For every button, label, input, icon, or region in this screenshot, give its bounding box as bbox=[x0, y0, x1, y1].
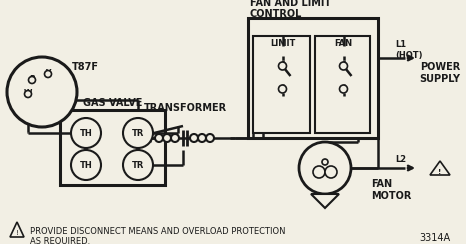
Circle shape bbox=[44, 71, 52, 78]
Text: 3314A: 3314A bbox=[419, 233, 450, 243]
Circle shape bbox=[340, 85, 348, 93]
Circle shape bbox=[25, 91, 32, 98]
Text: TRANSFORMER: TRANSFORMER bbox=[144, 103, 226, 113]
Text: TR: TR bbox=[132, 129, 144, 138]
Circle shape bbox=[71, 118, 101, 148]
Circle shape bbox=[7, 57, 77, 127]
Text: R: R bbox=[29, 75, 35, 84]
Text: POWER
SUPPLY: POWER SUPPLY bbox=[419, 62, 460, 84]
Text: PROVIDE DISCONNECT MEANS AND OVERLOAD PROTECTION
AS REQUIRED.: PROVIDE DISCONNECT MEANS AND OVERLOAD PR… bbox=[30, 227, 286, 244]
Text: FAN: FAN bbox=[335, 39, 353, 48]
Circle shape bbox=[325, 166, 337, 178]
Circle shape bbox=[123, 118, 153, 148]
Circle shape bbox=[155, 134, 163, 142]
Text: !: ! bbox=[439, 169, 442, 175]
Circle shape bbox=[163, 134, 171, 142]
Text: COMBINATION
FAN AND LIMIT
CONTROL: COMBINATION FAN AND LIMIT CONTROL bbox=[250, 0, 331, 19]
Text: Y: Y bbox=[45, 70, 51, 79]
Text: FAN
MOTOR: FAN MOTOR bbox=[371, 179, 411, 201]
Text: T87F: T87F bbox=[72, 62, 99, 72]
Circle shape bbox=[313, 166, 325, 178]
Bar bbox=[248, 18, 378, 138]
Circle shape bbox=[206, 134, 214, 142]
Circle shape bbox=[198, 134, 206, 142]
Circle shape bbox=[279, 62, 287, 70]
Text: TR: TR bbox=[132, 161, 144, 170]
Circle shape bbox=[190, 134, 198, 142]
Circle shape bbox=[340, 62, 348, 70]
Text: TH: TH bbox=[80, 129, 92, 138]
Circle shape bbox=[171, 134, 179, 142]
Circle shape bbox=[123, 150, 153, 180]
Bar bbox=[60, 110, 165, 185]
Bar bbox=[315, 36, 370, 133]
Circle shape bbox=[28, 77, 35, 83]
Circle shape bbox=[322, 159, 328, 165]
Circle shape bbox=[71, 150, 101, 180]
Polygon shape bbox=[430, 161, 450, 175]
Text: !: ! bbox=[15, 230, 19, 236]
Text: L1
(HOT): L1 (HOT) bbox=[395, 40, 423, 60]
Polygon shape bbox=[311, 194, 339, 208]
Polygon shape bbox=[10, 222, 24, 237]
Text: GAS VALVE: GAS VALVE bbox=[83, 98, 142, 108]
Bar bbox=[253, 36, 310, 133]
Text: TH: TH bbox=[80, 161, 92, 170]
Circle shape bbox=[279, 85, 287, 93]
Text: LIMIT: LIMIT bbox=[270, 39, 295, 48]
Circle shape bbox=[299, 142, 351, 194]
Text: L2: L2 bbox=[395, 155, 406, 164]
Text: W: W bbox=[24, 90, 32, 99]
